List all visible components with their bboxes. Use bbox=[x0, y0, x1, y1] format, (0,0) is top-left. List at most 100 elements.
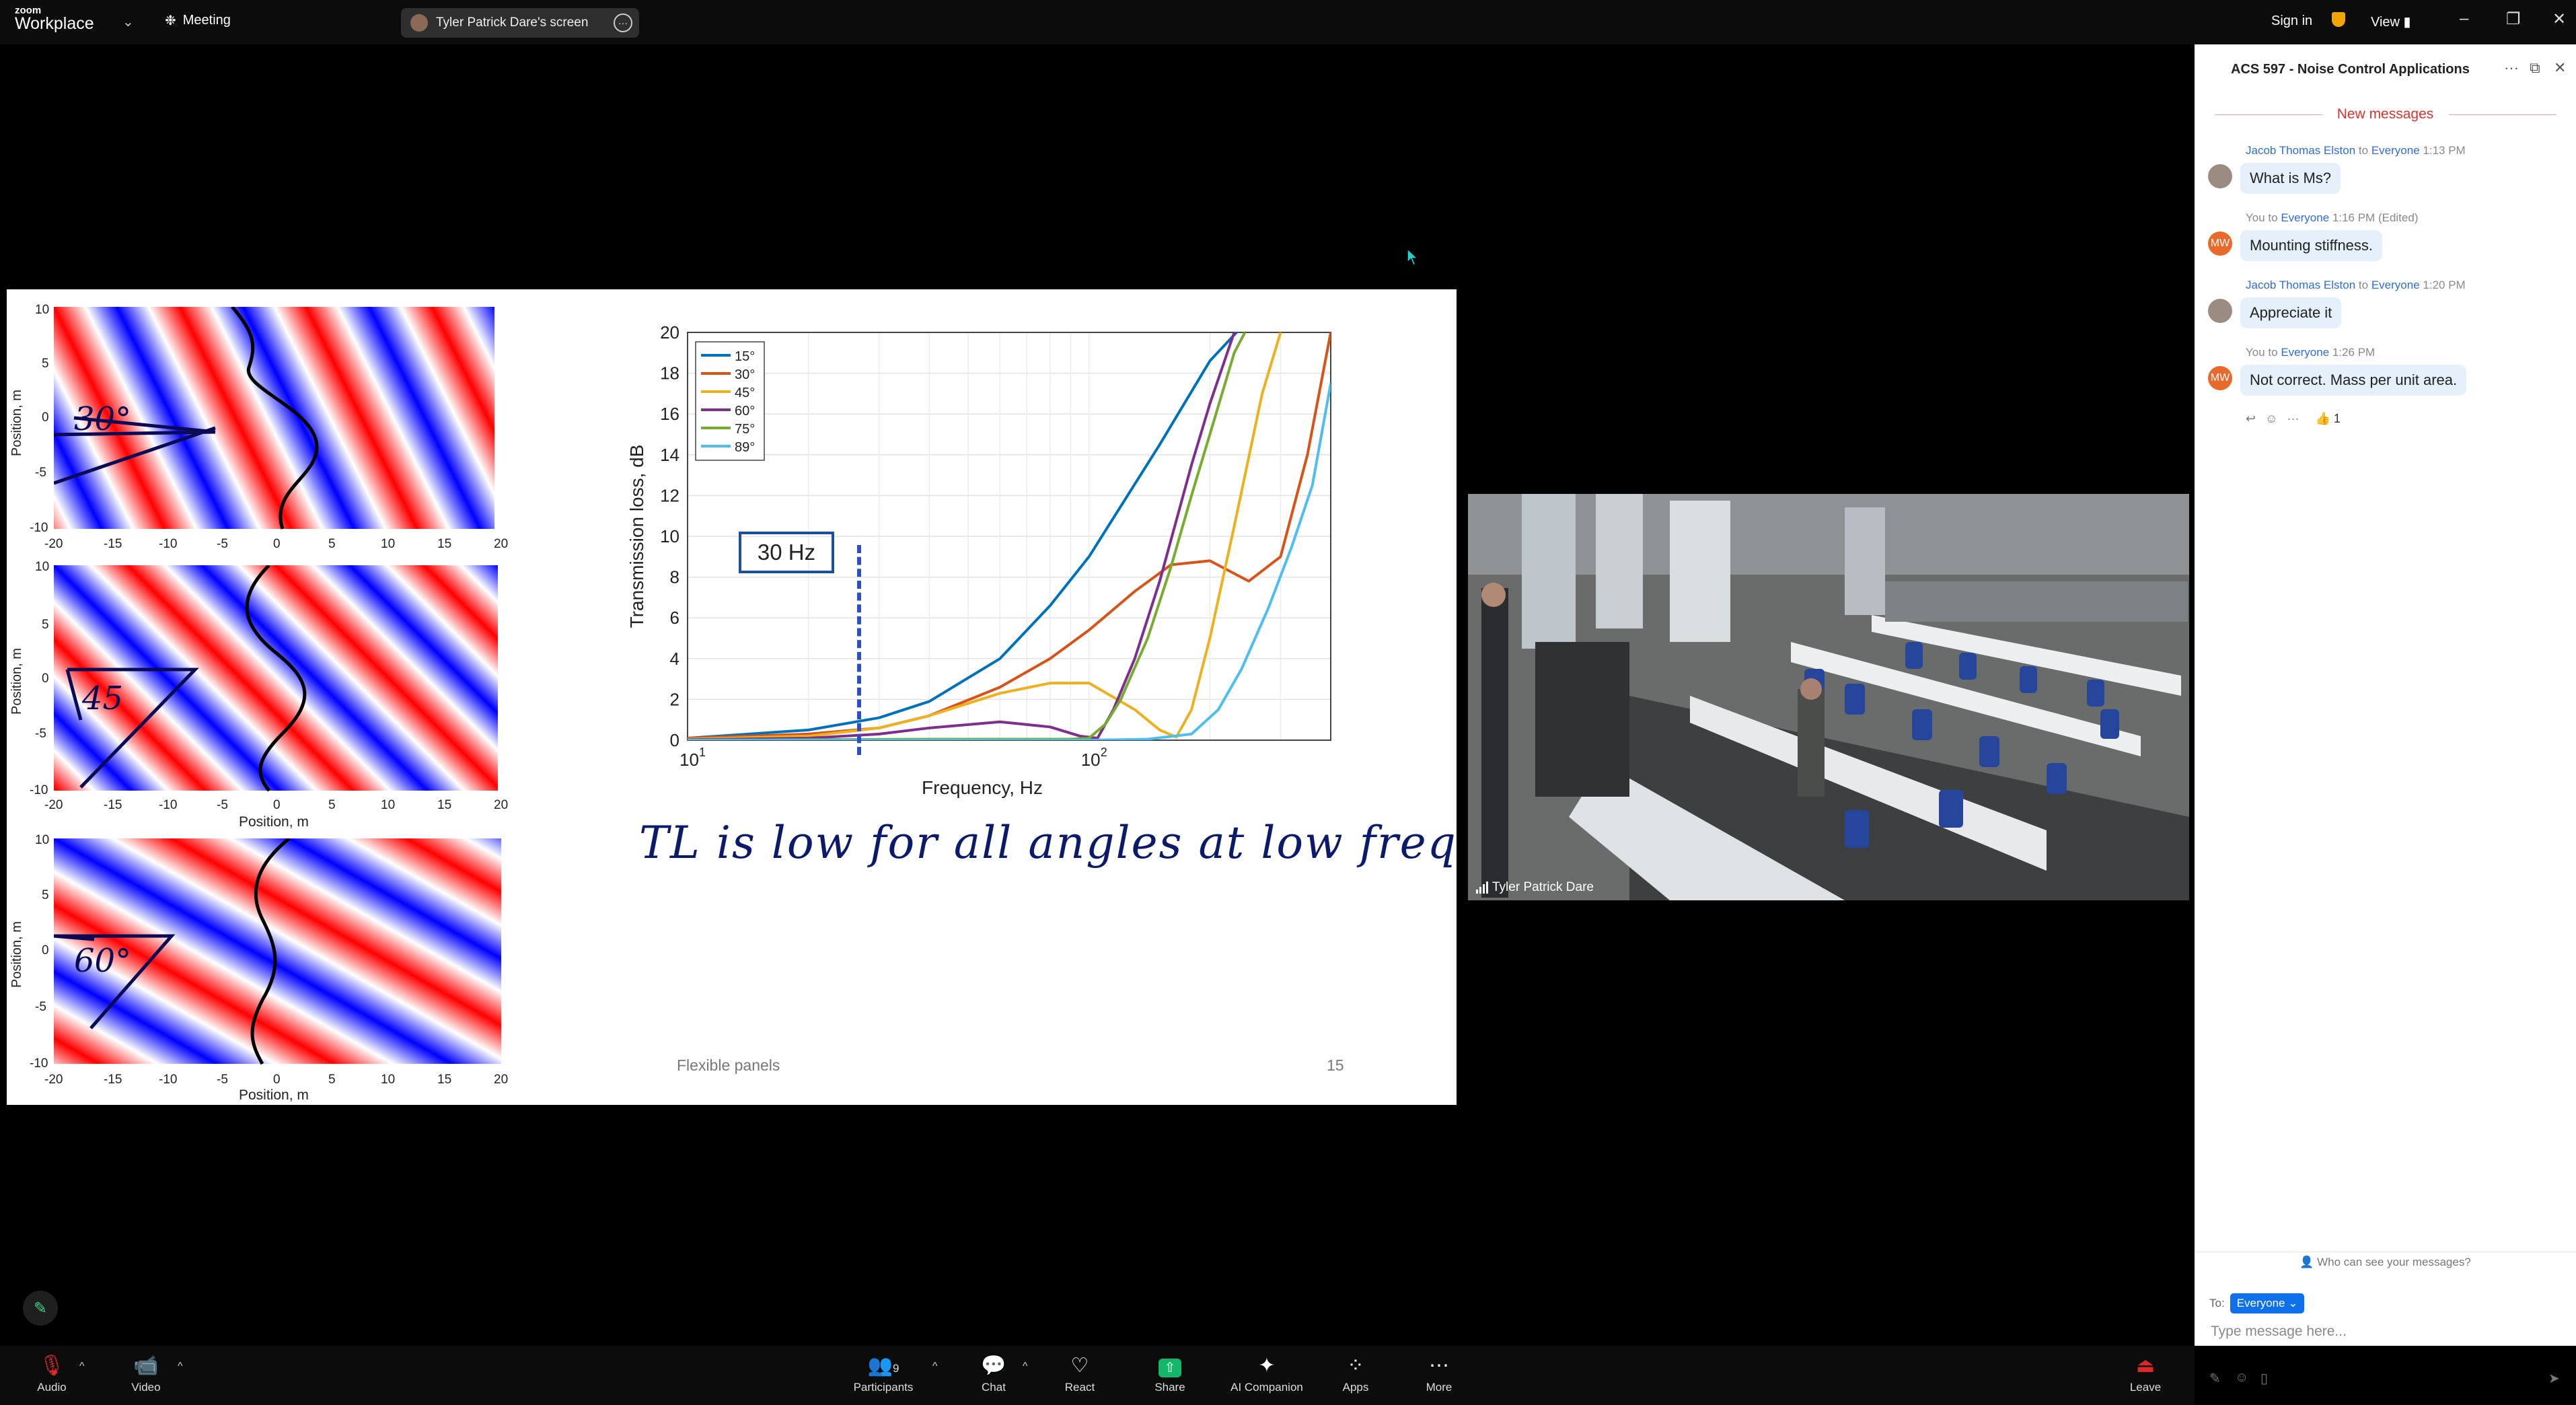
apps-label: Apps bbox=[1342, 1381, 1369, 1394]
chat-button[interactable]: 💬 Chat bbox=[957, 1353, 1031, 1394]
share-arrow-icon: ⇧ bbox=[1133, 1353, 1207, 1379]
participants-button[interactable]: 👥9 Participants bbox=[846, 1353, 920, 1394]
muted-microphone-icon: 🎙 bbox=[38, 1355, 65, 1377]
participants-icon: 👥9 bbox=[867, 1355, 899, 1377]
avatar[interactable]: MW bbox=[2208, 231, 2232, 256]
message-bubble[interactable]: What is Ms? bbox=[2240, 163, 2341, 194]
shared-screen-pill[interactable]: Tyler Patrick Dare's screen ··· bbox=[401, 8, 639, 38]
close-chat-icon[interactable]: ✕ bbox=[2554, 59, 2567, 76]
file-attach-icon[interactable]: ▯ bbox=[2260, 1371, 2269, 1386]
y-tick-label: 2 bbox=[670, 689, 679, 709]
wave-ylabel: Position, m bbox=[9, 648, 24, 715]
message-bubble[interactable]: Not correct. Mass per unit area. bbox=[2240, 365, 2467, 396]
format-icon[interactable]: ✎ bbox=[2209, 1371, 2221, 1386]
xtick: -20 bbox=[44, 1073, 63, 1087]
emoji-picker-icon[interactable]: ☺ bbox=[2235, 1370, 2249, 1385]
legend-label: 89° bbox=[735, 440, 755, 455]
avatar[interactable] bbox=[2208, 299, 2232, 323]
xtick: 10 bbox=[381, 537, 396, 551]
sparkle-icon: ✦ bbox=[1258, 1355, 1276, 1377]
send-icon[interactable]: ➤ bbox=[2548, 1371, 2560, 1386]
apps-grid-icon: ⁘ bbox=[1347, 1355, 1364, 1377]
message-input[interactable] bbox=[2209, 1319, 2562, 1344]
participants-count: 9 bbox=[892, 1362, 899, 1375]
share-button[interactable]: ⇧ Share bbox=[1133, 1353, 1207, 1394]
meeting-button[interactable]: ❉ Meeting bbox=[165, 12, 231, 29]
view-button[interactable]: View ▮ bbox=[2371, 15, 2411, 30]
ytick: 0 bbox=[42, 410, 49, 425]
minimize-icon[interactable]: – bbox=[2460, 9, 2469, 28]
chevron-down-icon[interactable]: ⌄ bbox=[122, 15, 134, 30]
to-word: to bbox=[2268, 211, 2278, 224]
apps-button[interactable]: ⁘ Apps bbox=[1319, 1353, 1393, 1394]
react-button[interactable]: ♡ React bbox=[1043, 1353, 1117, 1394]
recipient-dropdown[interactable]: Everyone ⌄ bbox=[2230, 1293, 2305, 1313]
sign-in-link[interactable]: Sign in bbox=[2271, 13, 2313, 28]
xtick: 20 bbox=[494, 537, 509, 551]
ytick: -10 bbox=[30, 521, 48, 535]
recipient-row: To: Everyone ⌄ bbox=[2209, 1293, 2305, 1313]
x-tick-label: 10 bbox=[679, 750, 699, 770]
sender-name[interactable]: Jacob Thomas Elston bbox=[2246, 144, 2356, 157]
ytick: 10 bbox=[35, 303, 50, 317]
chat-more-icon[interactable]: ··· bbox=[2504, 59, 2519, 76]
xtick: -20 bbox=[44, 798, 63, 812]
more-options-icon[interactable]: ··· bbox=[614, 13, 632, 32]
chat-options-caret[interactable]: ^ bbox=[1023, 1361, 1028, 1372]
divider bbox=[2449, 114, 2556, 115]
xtick: -5 bbox=[217, 1073, 228, 1087]
audio-options-caret[interactable]: ^ bbox=[79, 1361, 85, 1372]
angle-annotation: 45 bbox=[82, 680, 124, 717]
xtick: 5 bbox=[328, 537, 336, 551]
close-icon[interactable]: ✕ bbox=[2552, 10, 2567, 28]
participant-video-tile[interactable]: Tyler Patrick Dare bbox=[1468, 494, 2189, 900]
who-can-see-link[interactable]: 👤 Who can see your messages? bbox=[2195, 1256, 2576, 1269]
ytick: -10 bbox=[30, 783, 48, 797]
wave-xlabel: Position, m bbox=[239, 814, 309, 830]
to-word: to bbox=[2268, 346, 2278, 359]
avatar[interactable]: MW bbox=[2208, 366, 2232, 390]
emoji-icon[interactable]: ☺ bbox=[2265, 412, 2278, 425]
leave-label: Leave bbox=[2129, 1381, 2162, 1394]
reaction-badge[interactable]: 👍 1 bbox=[2315, 412, 2341, 425]
signal-strength-icon bbox=[1476, 881, 1488, 894]
video-options-caret[interactable]: ^ bbox=[178, 1361, 183, 1372]
recipient-name[interactable]: Everyone bbox=[2281, 211, 2330, 224]
avatar[interactable] bbox=[2208, 164, 2232, 188]
chat-label: Chat bbox=[982, 1381, 1006, 1394]
handwritten-note: TL is low for all angles at low freq. bbox=[639, 817, 1457, 869]
message-bubble[interactable]: Mounting stiffness. bbox=[2240, 230, 2383, 261]
classroom-video-frame bbox=[1468, 494, 2189, 900]
recipient-name[interactable]: Everyone bbox=[2371, 144, 2420, 157]
pop-out-icon[interactable]: ⧉ bbox=[2530, 59, 2540, 76]
brand-line-2: Workplace bbox=[15, 14, 94, 33]
participants-options-caret[interactable]: ^ bbox=[932, 1361, 938, 1372]
reply-icon[interactable]: ↩ bbox=[2246, 412, 2256, 425]
xtick: 0 bbox=[273, 1073, 281, 1087]
video-camera-icon: 📹 bbox=[133, 1355, 159, 1377]
annotate-pencil-icon[interactable]: ✎ bbox=[23, 1291, 58, 1326]
leave-button[interactable]: ⏏ Leave bbox=[2108, 1353, 2182, 1394]
video-button[interactable]: 📹 Video bbox=[109, 1353, 183, 1394]
more-icon[interactable]: ··· bbox=[2287, 412, 2299, 425]
y-tick-label: 8 bbox=[670, 567, 679, 587]
paw-icon: ❉ bbox=[165, 13, 176, 28]
restore-icon[interactable]: ❐ bbox=[2506, 10, 2521, 28]
wave-xlabel: Position, m bbox=[239, 1087, 309, 1103]
sender-name[interactable]: Jacob Thomas Elston bbox=[2246, 279, 2356, 291]
message-bubble[interactable]: Appreciate it bbox=[2240, 297, 2342, 328]
shield-icon[interactable] bbox=[2332, 12, 2345, 27]
zoom-workplace-logo[interactable]: zoom Workplace bbox=[15, 5, 94, 32]
message-actions: ↩ ☺ ··· 👍 1 bbox=[2246, 412, 2341, 426]
recipient-name[interactable]: Everyone bbox=[2371, 279, 2420, 291]
divider bbox=[2215, 114, 2322, 115]
legend-label: 30° bbox=[735, 367, 755, 382]
to-word: to bbox=[2358, 144, 2369, 157]
angle-annotation: 60° bbox=[74, 942, 132, 980]
recipient-name[interactable]: Everyone bbox=[2281, 346, 2330, 359]
ytick: 0 bbox=[42, 943, 49, 958]
ai-companion-button[interactable]: ✦ AI Companion bbox=[1230, 1353, 1304, 1394]
ytick: 10 bbox=[35, 833, 50, 847]
audio-button[interactable]: 🎙 Audio bbox=[15, 1353, 89, 1394]
more-button[interactable]: ⋯ More bbox=[1402, 1353, 1476, 1394]
